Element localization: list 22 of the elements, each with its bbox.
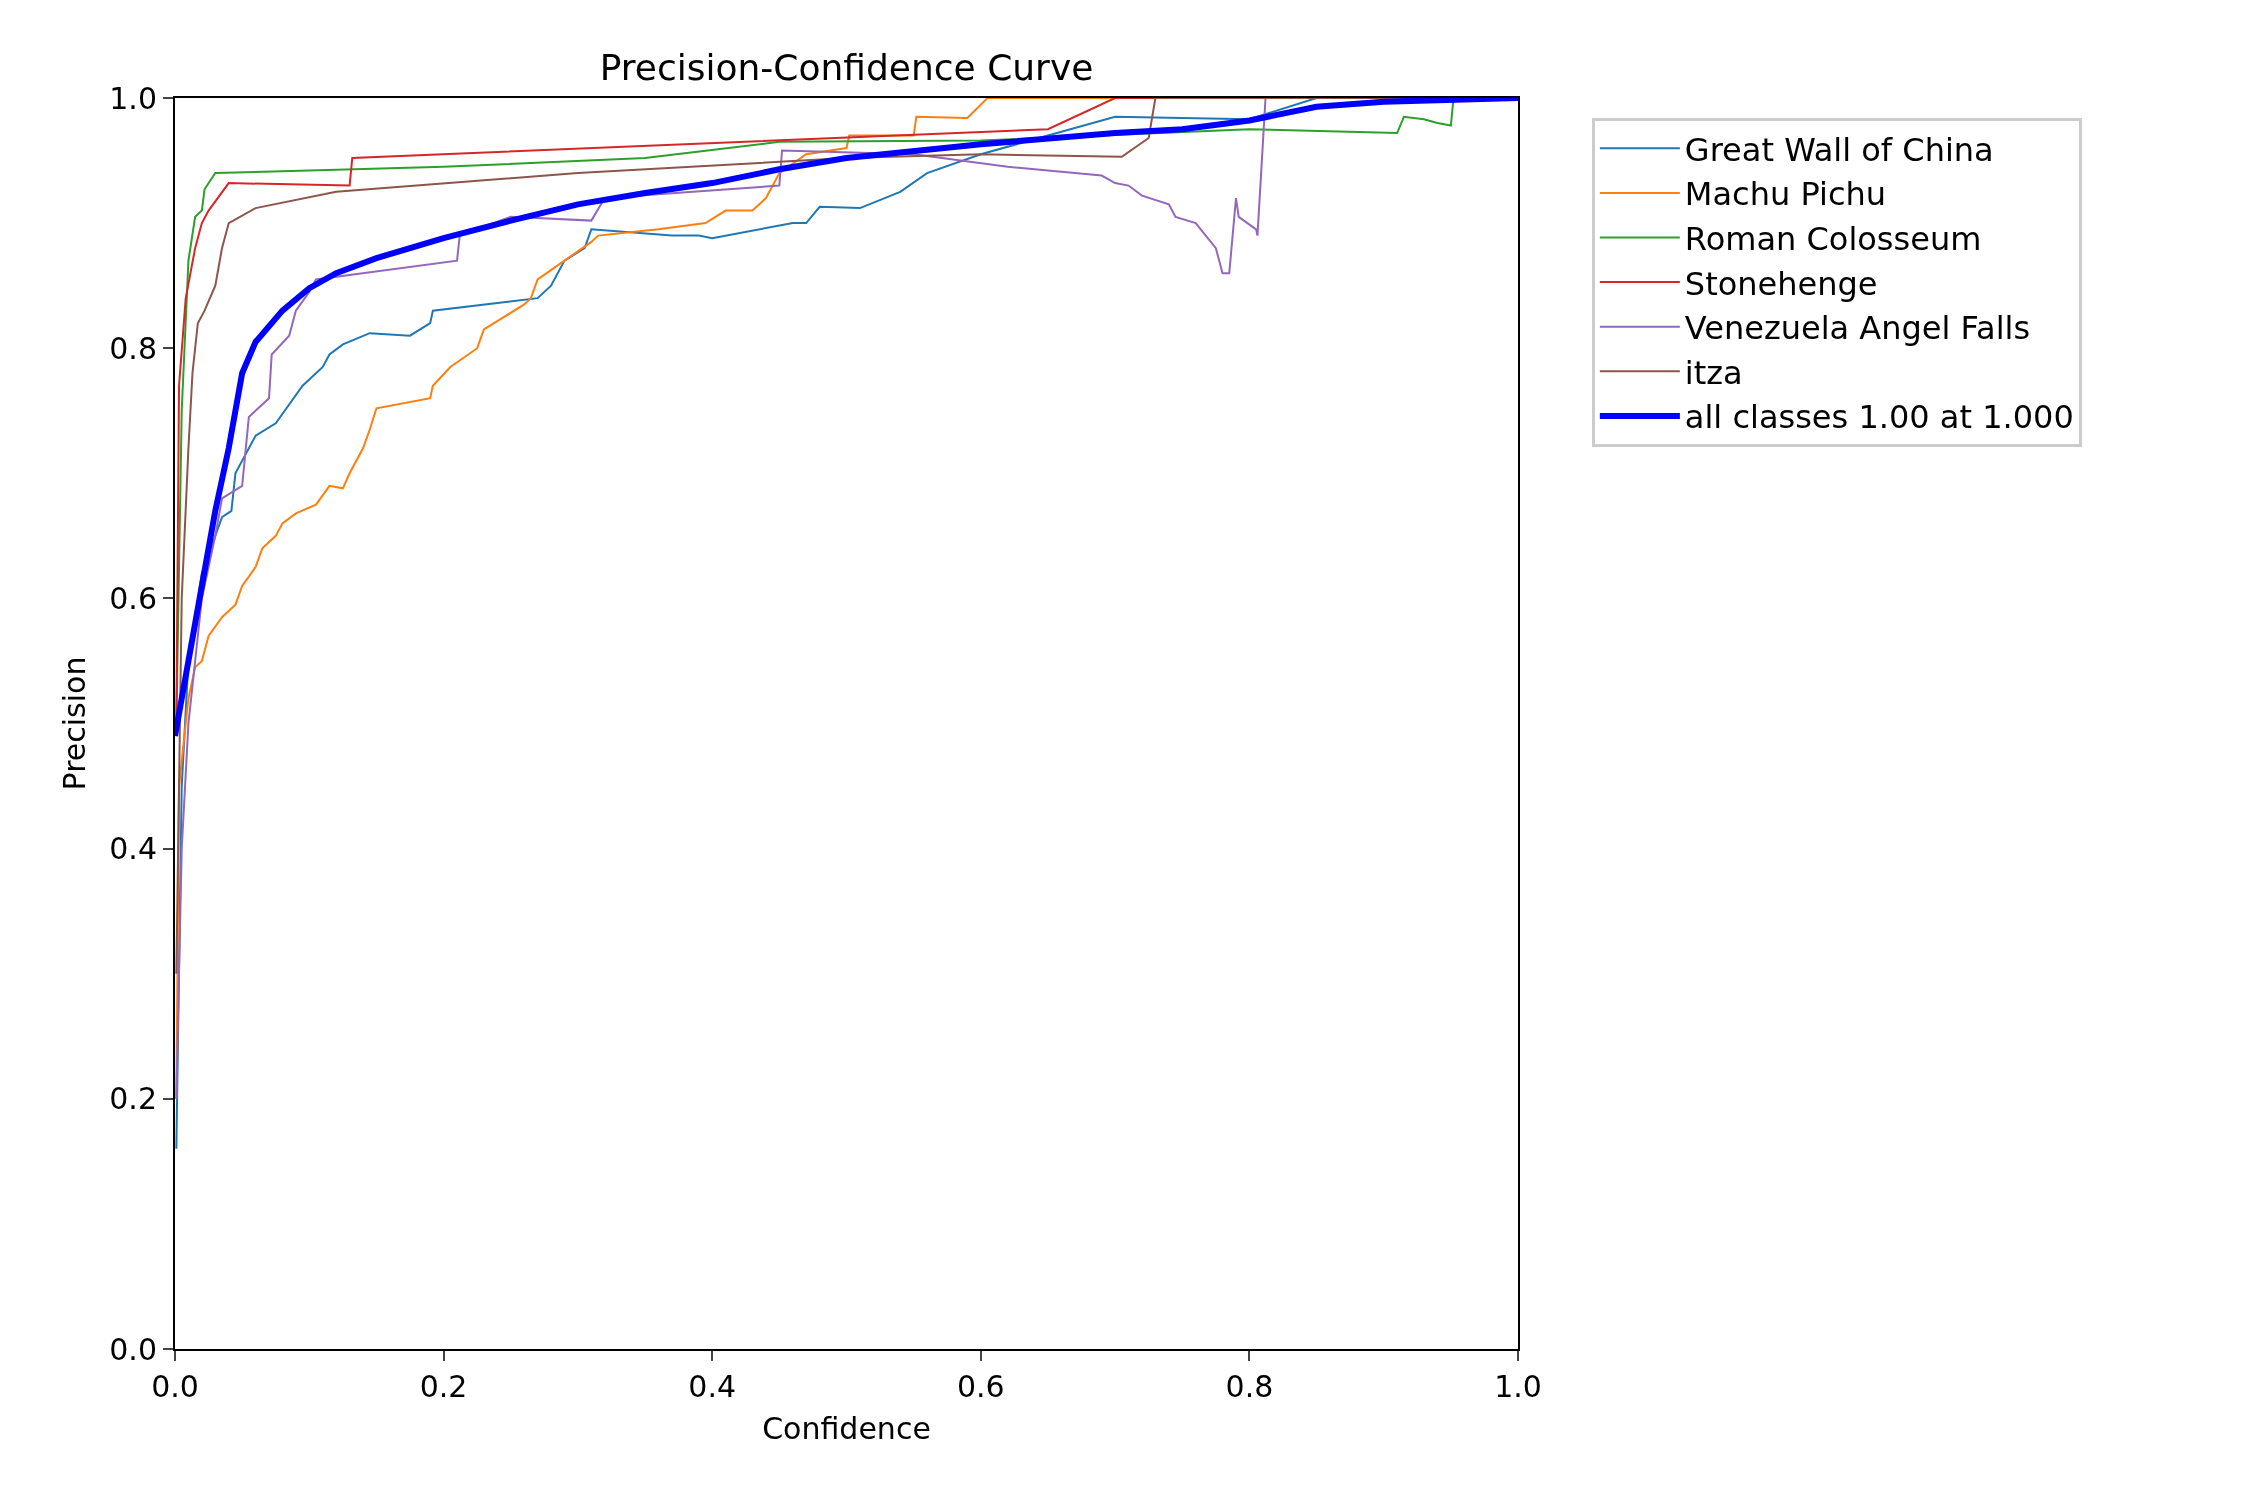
x-tick-label: 0.4: [688, 1369, 737, 1404]
legend-label: Machu Pichu: [1684, 175, 1887, 214]
legend-label: Stonehenge: [1684, 264, 1878, 303]
x-tick-label: 0.8: [1225, 1369, 1274, 1404]
legend-label: Roman Colosseum: [1684, 220, 1982, 258]
y-tick-label: 1.0: [109, 80, 157, 116]
x-tick-label: 0.0: [151, 1369, 199, 1404]
x-axis-title: Confidence: [762, 1411, 931, 1446]
y-tick-label: 0.0: [109, 1331, 157, 1367]
legend-label: all classes 1.00 at 1.000: [1684, 398, 2074, 437]
y-tick-label: 0.6: [109, 580, 157, 616]
chart-title: Precision-Confidence Curve: [599, 47, 1094, 89]
legend-label: Great Wall of China: [1684, 130, 1994, 169]
x-tick-label: 0.6: [956, 1369, 1005, 1404]
legend-label: Venezuela Angel Falls: [1684, 309, 2031, 348]
legend-label: itza: [1684, 353, 1743, 392]
y-tick-label: 0.8: [109, 330, 157, 366]
y-tick-label: 0.2: [109, 1081, 157, 1117]
x-tick-label: 1.0: [1494, 1369, 1542, 1404]
x-tick-label: 0.2: [419, 1369, 468, 1404]
y-tick-label: 0.4: [109, 831, 157, 867]
y-axis-title: Precision: [56, 656, 92, 791]
